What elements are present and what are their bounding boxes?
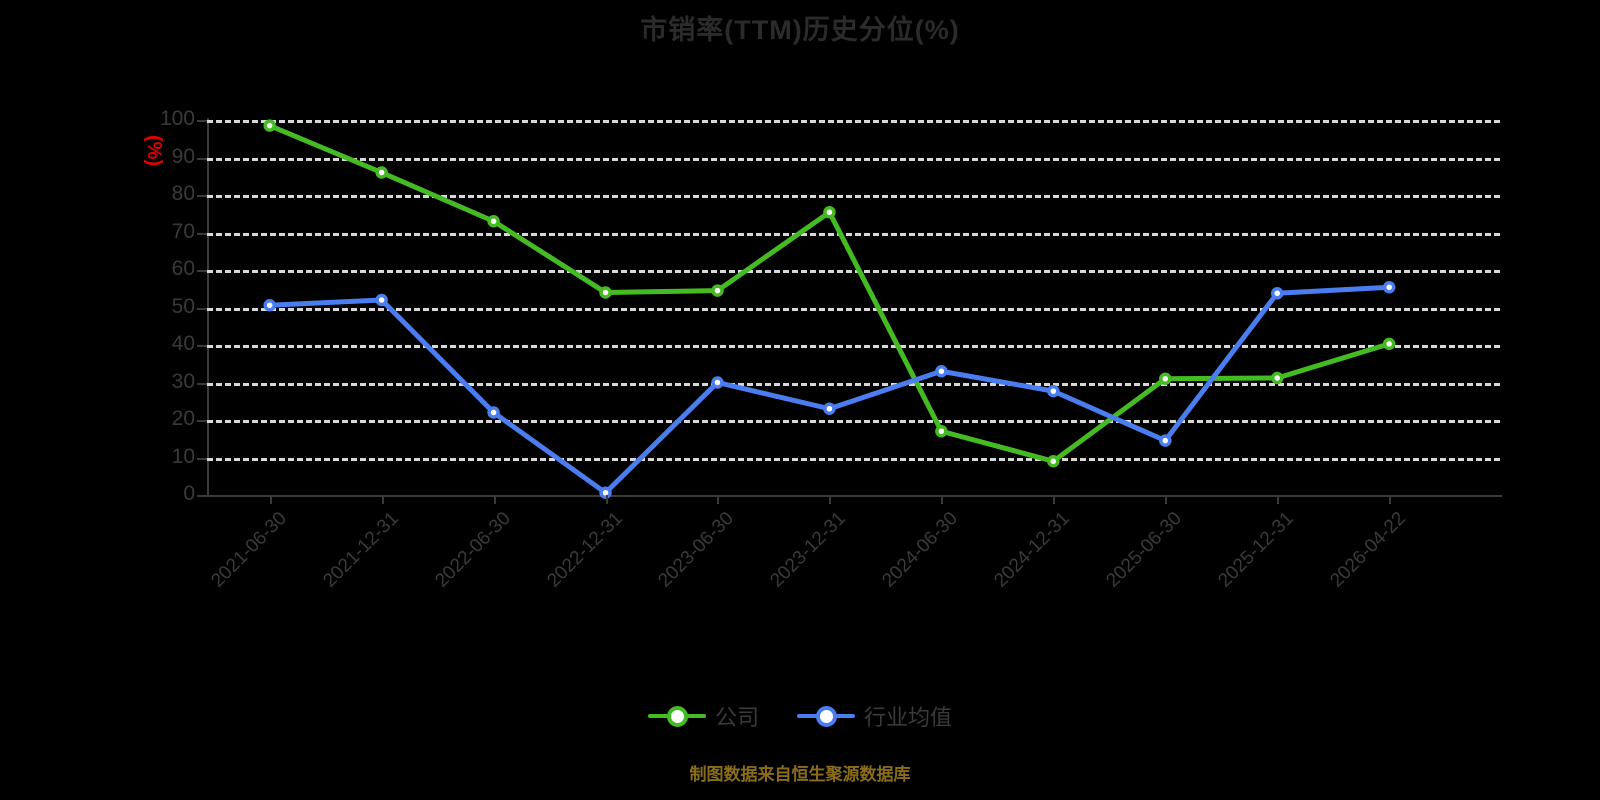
data-point[interactable] (711, 376, 724, 389)
y-axis-tick-label: 80 (171, 182, 195, 205)
y-axis-tick-label: 90 (171, 144, 195, 168)
x-axis-tick (1389, 495, 1392, 504)
gridline (207, 345, 1500, 348)
data-point[interactable] (1159, 434, 1172, 447)
legend-label: 公司 (714, 705, 759, 730)
gridline (207, 157, 1500, 161)
y-axis-tick-label: 0 (183, 482, 195, 505)
x-axis-tick (829, 495, 832, 504)
x-axis-tick (1277, 495, 1280, 504)
x-axis-tick (605, 495, 608, 504)
legend-swatch-icon (797, 706, 855, 727)
gridline (207, 195, 1500, 198)
data-point[interactable] (1047, 455, 1060, 468)
legend-marker-icon (816, 706, 837, 727)
x-axis-tick-label: 2025-06-30 (1102, 508, 1187, 592)
data-point[interactable] (1270, 371, 1284, 385)
x-axis-tick (381, 495, 384, 504)
footer-attribution: 制图数据来自恒生聚源数据库 (689, 765, 911, 784)
data-point[interactable] (599, 286, 612, 299)
data-point[interactable] (1382, 281, 1396, 294)
data-point[interactable] (823, 206, 836, 219)
x-axis-tick-label: 2021-06-30 (206, 508, 291, 592)
x-axis-tick (493, 495, 496, 504)
x-axis-tick-label: 2023-06-30 (654, 508, 739, 592)
x-axis-tick-label: 2022-06-30 (430, 508, 515, 592)
data-point[interactable] (263, 119, 276, 132)
x-axis-tick-label: 2022-12-31 (542, 508, 627, 592)
y-axis-unit-label: (%) (143, 135, 165, 167)
gridline (207, 120, 1500, 123)
data-point[interactable] (1159, 372, 1172, 385)
x-axis-tick (269, 495, 272, 504)
x-axis-tick (941, 495, 944, 504)
legend-industry-average[interactable]: 行业均值 (797, 700, 952, 732)
gridline (207, 420, 1500, 423)
x-axis-tick-label: 2026-04-22 (1326, 508, 1411, 592)
x-axis-tick-label: 2025-12-31 (1214, 508, 1299, 592)
x-axis-tick-label: 2024-06-30 (878, 508, 963, 592)
plot-area: 0 10 20 30 40 50 60 70 80 90 100 (160, 107, 1500, 505)
y-axis-tick (197, 457, 207, 460)
data-point[interactable] (1047, 384, 1060, 398)
data-point[interactable] (375, 166, 388, 179)
chart-legend: 公司 行业均值 (0, 700, 1600, 732)
y-axis-tick (197, 195, 207, 197)
y-axis-tick-label: 100 (159, 107, 195, 130)
data-point[interactable] (263, 299, 276, 312)
y-axis-tick (197, 232, 207, 235)
x-axis-tick-label: 2023-12-31 (766, 508, 851, 592)
x-axis-tick-label: 2021-12-31 (318, 508, 403, 592)
chart-title: 市销率(TTM)历史分位(%) (640, 15, 960, 45)
y-axis-tick-label: 40 (171, 332, 195, 355)
legend-label: 行业均值 (864, 705, 953, 730)
data-point[interactable] (487, 406, 500, 419)
x-axis-line (207, 495, 1502, 497)
y-axis-tick-label: 70 (171, 219, 195, 243)
y-axis-tick (197, 382, 207, 385)
y-axis-tick-label: 10 (171, 444, 195, 468)
legend-marker-icon (666, 706, 688, 727)
data-point[interactable] (1270, 287, 1284, 300)
series-line-行业均值 (267, 284, 1392, 496)
data-point[interactable] (711, 284, 724, 297)
gridline (207, 270, 1500, 273)
y-axis-tick (197, 157, 207, 160)
y-axis-tick-label: 50 (171, 294, 195, 318)
y-axis-tick-label: 20 (171, 407, 195, 430)
data-point[interactable] (1382, 337, 1396, 351)
x-axis-tick (1053, 495, 1056, 504)
gridline (207, 307, 1500, 311)
x-axis-tick (717, 495, 720, 504)
gridline (207, 232, 1500, 236)
y-axis-tick (197, 495, 207, 497)
y-axis-tick (197, 345, 207, 347)
y-axis-tick (197, 270, 207, 272)
legend-swatch-icon (647, 706, 706, 727)
legend-company[interactable]: 公司 (647, 700, 759, 732)
gridline (207, 382, 1500, 386)
data-point[interactable] (487, 215, 500, 228)
series-lines (263, 119, 1396, 499)
y-axis-tick (197, 420, 207, 422)
gridline (207, 457, 1500, 461)
y-axis-tick-label: 60 (171, 257, 195, 280)
y-axis-tick (197, 307, 207, 310)
x-axis-tick-label: 2024-12-31 (990, 508, 1075, 592)
y-axis-tick (197, 120, 207, 122)
data-point[interactable] (823, 402, 836, 415)
x-axis-tick (1165, 495, 1168, 504)
data-point[interactable] (935, 365, 948, 378)
data-point[interactable] (375, 293, 388, 307)
y-axis-tick-label: 30 (171, 369, 195, 393)
data-point[interactable] (935, 425, 948, 438)
